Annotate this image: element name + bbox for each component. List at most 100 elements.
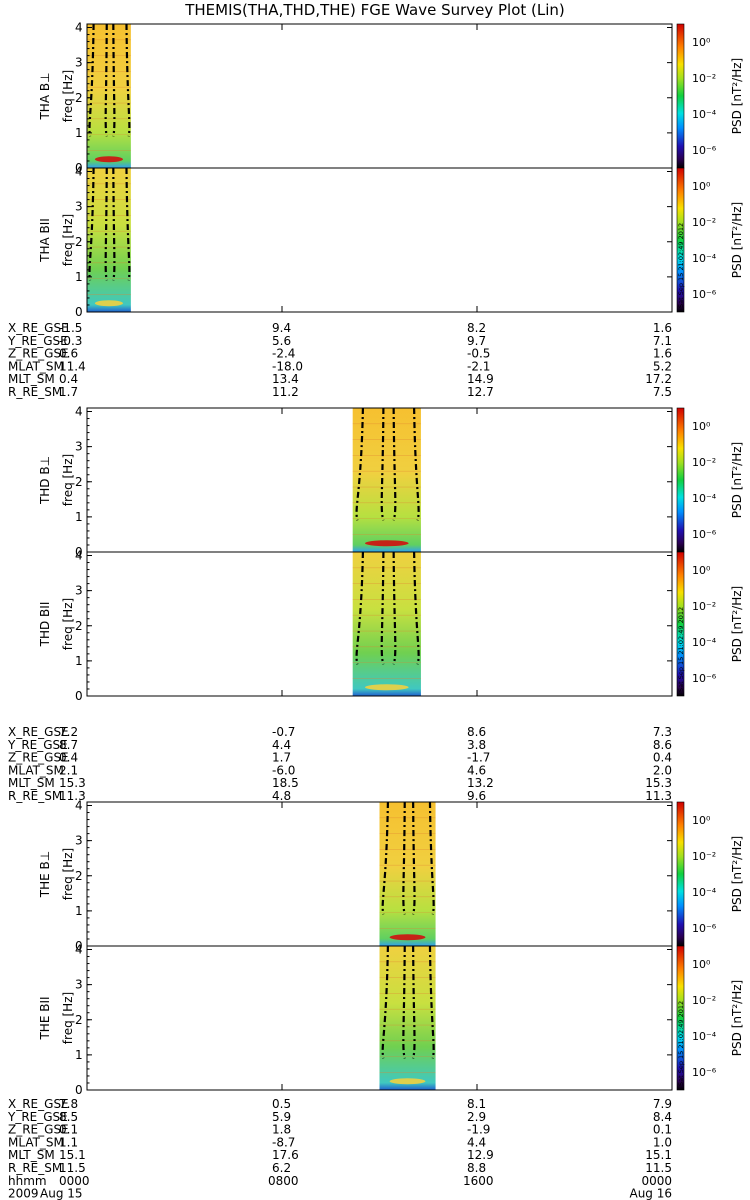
ephemeris-value: 7.8	[59, 1097, 78, 1111]
gyrofrequency-curve	[413, 407, 420, 521]
colorbar-tick-label: 10⁻⁴	[692, 1030, 717, 1043]
chart-title: THEMIS(THA,THD,THE) FGE Wave Survey Plot…	[185, 1, 565, 19]
panel-probe-label: THD BII	[38, 602, 52, 648]
ephemeris-value: 8.7	[59, 738, 78, 752]
power-peak	[94, 156, 123, 163]
ephemeris-label: Z_RE_GSE	[8, 751, 69, 765]
gyrofrequency-curve	[380, 551, 385, 665]
y-tick-label: 2	[75, 619, 83, 633]
panel-freq-label: freq [Hz]	[61, 598, 75, 650]
panel-probe-label: THE B⊥	[38, 851, 52, 898]
power-peak	[364, 540, 409, 547]
gyrofrequency-curve	[392, 551, 397, 665]
ephemeris-value: 3.8	[467, 738, 486, 752]
colorbar-tick-label: 10⁻²	[692, 456, 716, 469]
ephemeris-label: X_RE_GSE	[8, 1097, 69, 1111]
ephemeris-value: 8.1	[467, 1097, 486, 1111]
ephemeris-value: 6.2	[272, 1161, 291, 1175]
power-peak	[364, 684, 409, 691]
gyrofrequency-curve	[355, 551, 365, 665]
ephemeris-value: 0.4	[653, 751, 672, 765]
ephemeris-value: 4.8	[272, 789, 291, 803]
colorbar-tick-label: 10⁻⁴	[692, 636, 717, 649]
y-tick-label: 2	[75, 869, 83, 883]
ephemeris-value: 14.9	[467, 372, 494, 386]
ephemeris-value: 7.9	[653, 1097, 672, 1111]
y-tick-label: 1	[75, 654, 83, 668]
ephemeris-value: 0.6	[59, 347, 78, 361]
ephemeris-label: MLT_SM	[8, 372, 55, 386]
y-tick-label: 1	[75, 904, 83, 918]
panel-freq-label: freq [Hz]	[61, 70, 75, 122]
ephemeris-value: 1.0	[653, 1135, 672, 1149]
ephemeris-value: 11.5	[59, 1161, 86, 1175]
ephemeris-label: R_RE_SM	[8, 385, 62, 399]
gyrofrequency-curve	[412, 945, 416, 1059]
colorbar-tick-label: 10⁻⁶	[692, 288, 717, 301]
ephemeris-label: X_RE_GSE	[8, 321, 69, 335]
gyrofrequency-curve	[402, 801, 406, 915]
colorbar-tick-label: 10⁻⁴	[692, 886, 717, 899]
colorbar-tick-label: 10⁻⁶	[692, 144, 717, 157]
panel-freq-label: freq [Hz]	[61, 454, 75, 506]
ephemeris-value: 7.2	[59, 725, 78, 739]
ephemeris-value: 12.7	[467, 385, 494, 399]
gyrofrequency-curve	[381, 945, 390, 1059]
time-axis-value: 0000	[641, 1174, 672, 1188]
panel-freq-label: freq [Hz]	[61, 848, 75, 900]
gyrofrequency-curve	[112, 167, 116, 281]
spectrogram-block	[352, 408, 421, 552]
ephemeris-value: 18.5	[272, 776, 299, 790]
time-axis-value: 0800	[268, 1174, 299, 1188]
timestamp-stamp: Sat Sep 15 21:02:49 2012	[677, 223, 685, 308]
ephemeris-label: Z_RE_GSE	[8, 347, 69, 361]
ephemeris-value: -2.4	[272, 347, 295, 361]
ephemeris-value: 2.9	[467, 1110, 486, 1124]
y-tick-label: 1	[75, 1048, 83, 1062]
y-tick-label: 0	[75, 1083, 83, 1097]
colorbar-tick-label: 10⁻²	[692, 994, 716, 1007]
ephemeris-value: 1.7	[59, 385, 78, 399]
colorbar-label: PSD [nT²/Hz]	[730, 58, 744, 134]
panel-freq-label: freq [Hz]	[61, 214, 75, 266]
ephemeris-value: 17.2	[645, 372, 672, 386]
colorbar-label: PSD [nT²/Hz]	[730, 442, 744, 518]
y-tick-label: 1	[75, 126, 83, 140]
panel-probe-label: THD B⊥	[38, 456, 52, 505]
ephemeris-label: MLAT_SM	[8, 763, 64, 777]
ephemeris-value: 4.6	[467, 763, 486, 777]
ephemeris-value: -1.9	[467, 1123, 490, 1137]
y-tick-label: 3	[75, 584, 83, 598]
colorbar-tick-label: 10⁻⁴	[692, 252, 717, 265]
ephemeris-label: MLAT_SM	[8, 359, 64, 373]
ephemeris-value: 0.5	[272, 1097, 291, 1111]
colorbar-tick-label: 10⁻⁶	[692, 528, 717, 541]
y-tick-label: 4	[75, 21, 83, 35]
ephemeris-value: 2.0	[653, 763, 672, 777]
ephemeris-value: 11.3	[59, 789, 86, 803]
ephemeris-value: 7.3	[653, 725, 672, 739]
colorbar	[676, 167, 685, 313]
timestamp-stamp: Sat Sep 15 21:02:49 2012	[677, 607, 685, 692]
y-tick-label: 2	[75, 91, 83, 105]
ephemeris-value: 1.7	[272, 751, 291, 765]
colorbar-label: PSD [nT²/Hz]	[730, 980, 744, 1056]
gyrofrequency-curve	[412, 801, 416, 915]
y-tick-label: 0	[75, 689, 83, 703]
colorbar-label: PSD [nT²/Hz]	[730, 586, 744, 662]
ephemeris-label: R_RE_SM	[8, 1161, 62, 1175]
ephemeris-value: 4.4	[272, 738, 291, 752]
ephemeris-value: 15.1	[645, 1148, 672, 1162]
ephemeris-value: 2.1	[59, 763, 78, 777]
ephemeris-value: 11.2	[272, 385, 299, 399]
ephemeris-value: 13.2	[467, 776, 494, 790]
spectrogram-block	[379, 802, 436, 946]
ephemeris-value: -0.3	[59, 334, 82, 348]
ephemeris-value: 15.3	[59, 776, 86, 790]
ephemeris-value: 5.2	[653, 359, 672, 373]
ephemeris-label: MLT_SM	[8, 776, 55, 790]
ephemeris-value: 1.6	[653, 347, 672, 361]
colorbar-tick-label: 10⁰	[692, 958, 711, 971]
ephemeris-value: -8.7	[272, 1135, 295, 1149]
